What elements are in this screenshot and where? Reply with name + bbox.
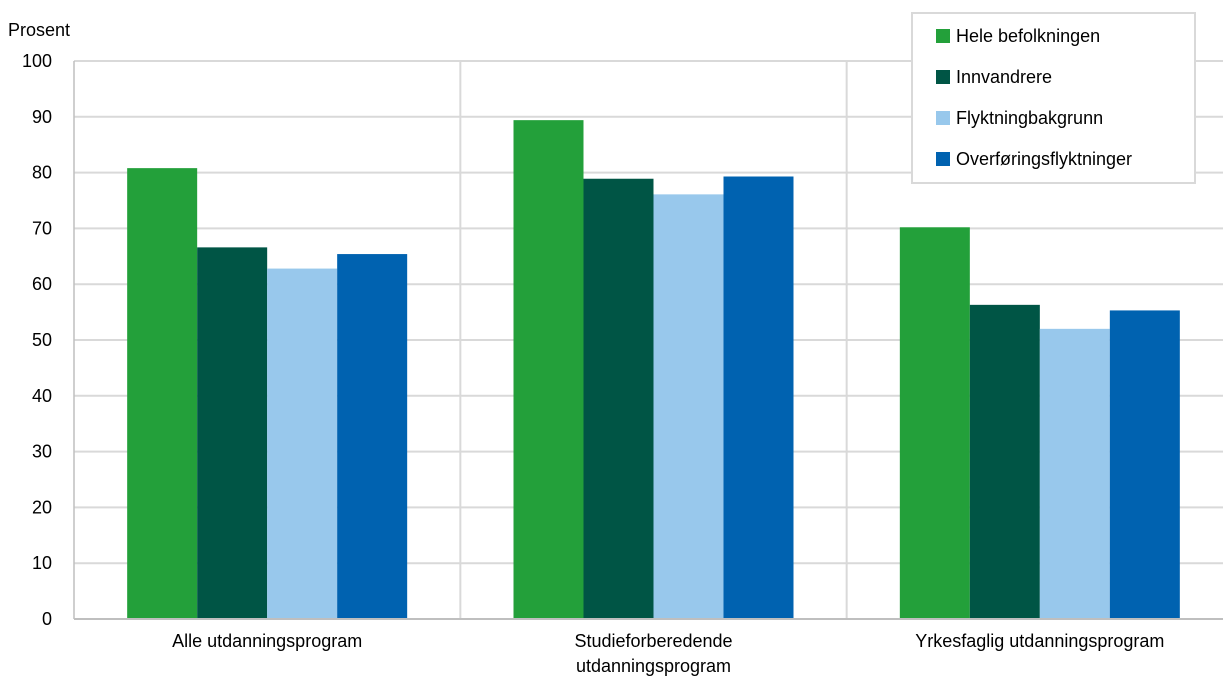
y-tick-label: 0 xyxy=(42,609,52,629)
y-tick-label: 70 xyxy=(32,218,52,238)
bar-innvandrere-1 xyxy=(583,178,654,619)
bars xyxy=(127,120,1180,620)
legend-label: Hele befolkningen xyxy=(956,26,1100,46)
bar-overf-ringsflyktninger-1 xyxy=(723,176,794,620)
bar-innvandrere-0 xyxy=(197,247,268,619)
legend-label: Flyktningbakgrunn xyxy=(956,108,1103,128)
legend-box xyxy=(911,12,1196,184)
x-category-label: Yrkesfaglig utdanningsprogram xyxy=(915,631,1164,651)
y-tick-label: 100 xyxy=(22,51,52,71)
legend-label: Overføringsflyktninger xyxy=(956,149,1132,169)
y-tick-label: 40 xyxy=(32,386,52,406)
y-tick-label: 90 xyxy=(32,107,52,127)
bar-innvandrere-2 xyxy=(969,304,1040,619)
bar-flyktningbakgrunn-0 xyxy=(267,268,338,619)
bar-hele-befolkningen-0 xyxy=(127,168,198,620)
y-tick-label: 10 xyxy=(32,553,52,573)
y-tick-label: 30 xyxy=(32,442,52,462)
bar-flyktningbakgrunn-1 xyxy=(653,194,724,619)
bar-overf-ringsflyktninger-0 xyxy=(337,254,408,619)
x-category-label: Studieforberedende xyxy=(574,631,732,651)
legend-swatch xyxy=(936,152,950,166)
y-tick-label: 50 xyxy=(32,330,52,350)
legend-label: Innvandrere xyxy=(956,67,1052,87)
legend-swatch xyxy=(936,29,950,43)
legend: Hele befolkningen Innvandrere Flyktningbak… xyxy=(911,12,1196,184)
axes: 0 10 20 30 40 50 60 70 80 90 100 Alle utdanningspro… xyxy=(22,51,1223,676)
bar-hele-befolkningen-1 xyxy=(513,120,584,619)
x-category-label: utdanningsprogram xyxy=(576,656,731,676)
x-category-label: Alle utdanningsprogram xyxy=(172,631,362,651)
bar-flyktningbakgrunn-2 xyxy=(1039,328,1110,619)
legend-swatch xyxy=(936,111,950,125)
y-tick-label: 20 xyxy=(32,497,52,517)
bar-overf-ringsflyktninger-2 xyxy=(1109,310,1180,619)
y-tick-label: 60 xyxy=(32,274,52,294)
legend-swatch xyxy=(936,70,950,84)
bar-hele-befolkningen-2 xyxy=(899,227,970,619)
y-axis-label: Prosent xyxy=(8,20,70,40)
y-tick-label: 80 xyxy=(32,163,52,183)
